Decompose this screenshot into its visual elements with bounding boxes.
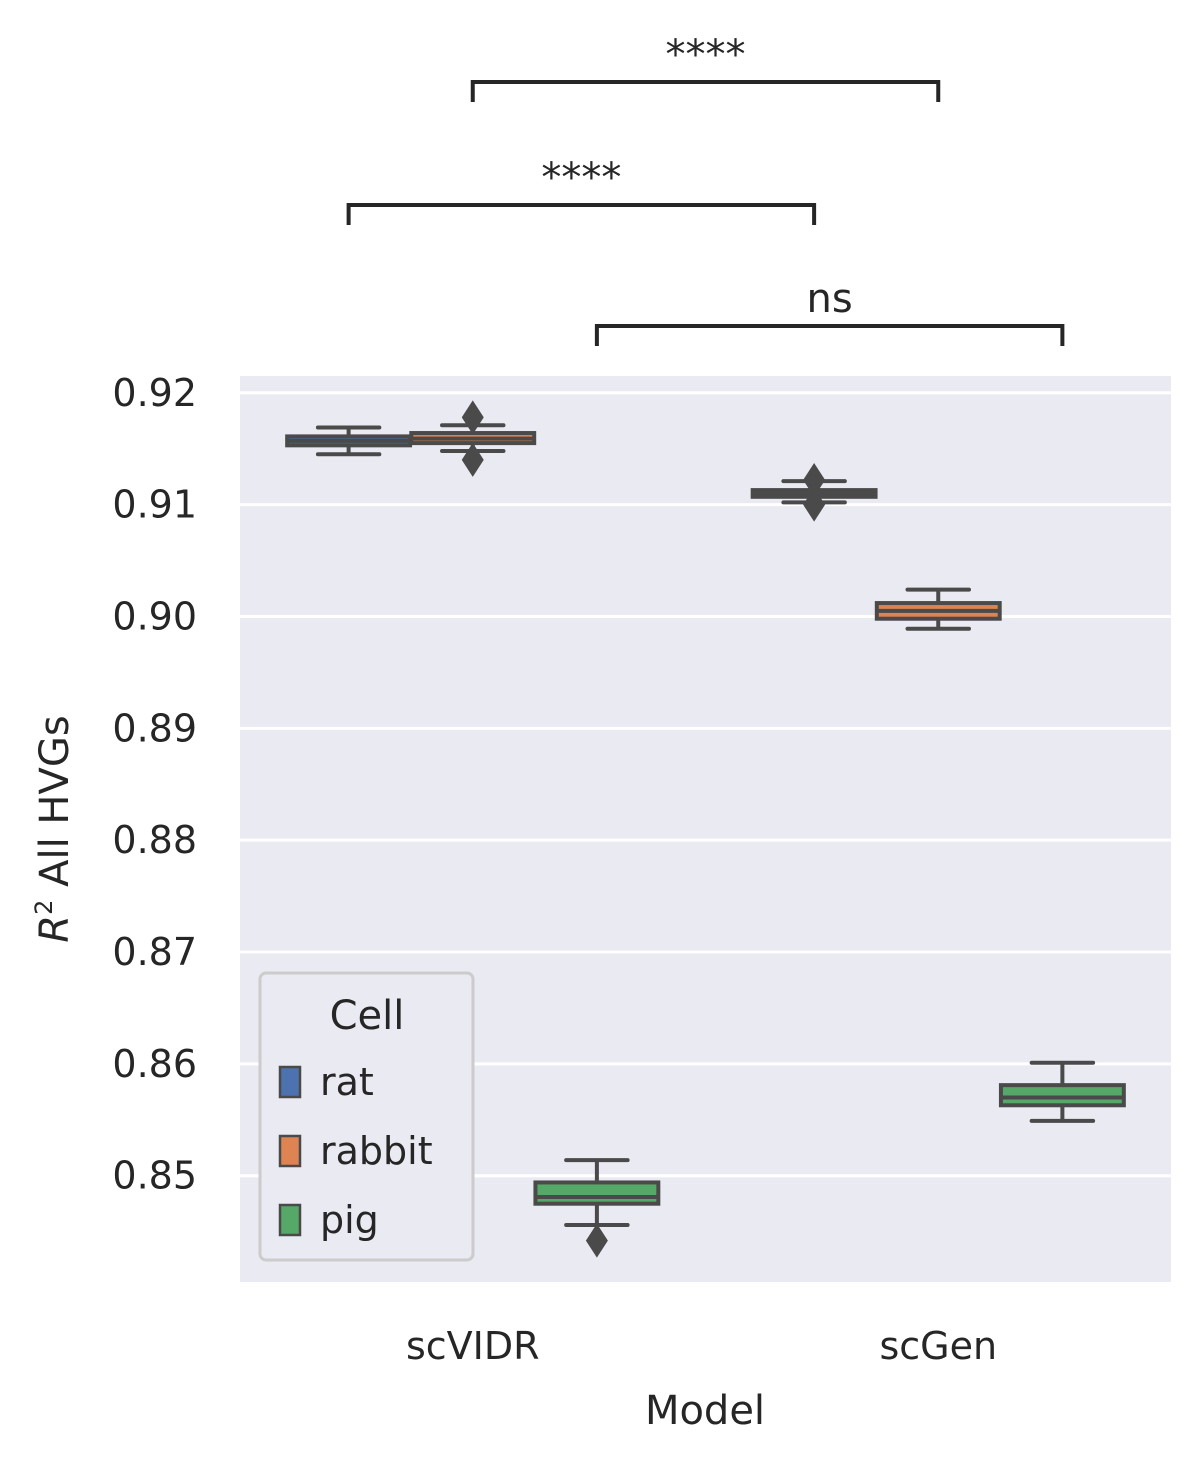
bracket-line <box>346 203 817 225</box>
legend: Cell rat rabbit pig <box>258 971 475 1262</box>
significance-bracket: ns <box>594 276 1065 346</box>
legend-swatch <box>278 1065 302 1099</box>
outlier-marker <box>461 400 484 435</box>
outlier-marker <box>461 442 484 477</box>
legend-title: Cell <box>330 993 405 1039</box>
y-tick-label: 0.89 <box>112 706 197 750</box>
outlier-marker <box>585 1223 608 1258</box>
legend-swatch <box>278 1203 302 1237</box>
box-body <box>998 1083 1126 1108</box>
legend-item-rabbit: rabbit <box>278 1129 433 1173</box>
box-rat-scVIDR <box>285 425 413 457</box>
legend-label: pig <box>320 1198 379 1242</box>
significance-bracket: **** <box>346 155 817 225</box>
box-rabbit-scGen <box>874 587 1002 631</box>
legend-label: rat <box>320 1060 374 1104</box>
significance-label: **** <box>666 32 746 78</box>
significance-bracket: **** <box>470 32 941 102</box>
box-rabbit-scVIDR <box>409 400 537 477</box>
box-pig-scGen <box>998 1060 1126 1123</box>
outlier-marker <box>803 463 826 498</box>
significance-label: **** <box>541 155 621 201</box>
y-tick-label: 0.90 <box>112 594 197 638</box>
y-tick-label: 0.86 <box>112 1042 197 1086</box>
y-axis-label: R2 All HVGs <box>30 715 78 942</box>
y-tick-label: 0.88 <box>112 818 197 862</box>
outlier-marker <box>803 487 826 522</box>
box-pig-scVIDR <box>533 1158 661 1258</box>
y-tick-labels: 0.85 0.86 0.87 0.88 0.89 0.90 0.91 0.92 <box>112 371 197 1198</box>
x-axis-label: Model <box>645 1388 765 1434</box>
significance-label: ns <box>807 276 853 322</box>
x-tick-labels: scVIDR scGen <box>406 1324 997 1368</box>
y-tick-label: 0.85 <box>112 1154 197 1198</box>
y-tick-label: 0.92 <box>112 371 197 415</box>
legend-swatch <box>278 1134 302 1168</box>
y-tick-label: 0.91 <box>112 483 197 527</box>
legend-item-rat: rat <box>278 1060 374 1104</box>
boxes-layer <box>285 400 1126 1258</box>
significance-annotations: ns **** **** <box>346 32 1065 346</box>
y-tick-label: 0.87 <box>112 930 197 974</box>
box-rat-scGen <box>750 463 878 522</box>
legend-label: rabbit <box>320 1129 433 1173</box>
bracket-line <box>470 80 941 102</box>
legend-items: rat rabbit pig <box>278 1060 433 1242</box>
legend-item-pig: pig <box>278 1198 379 1242</box>
box-body <box>533 1180 661 1206</box>
x-tick-label: scVIDR <box>406 1324 540 1368</box>
bracket-line <box>594 324 1065 346</box>
legend-frame <box>258 971 475 1262</box>
x-tick-label: scGen <box>879 1324 997 1368</box>
